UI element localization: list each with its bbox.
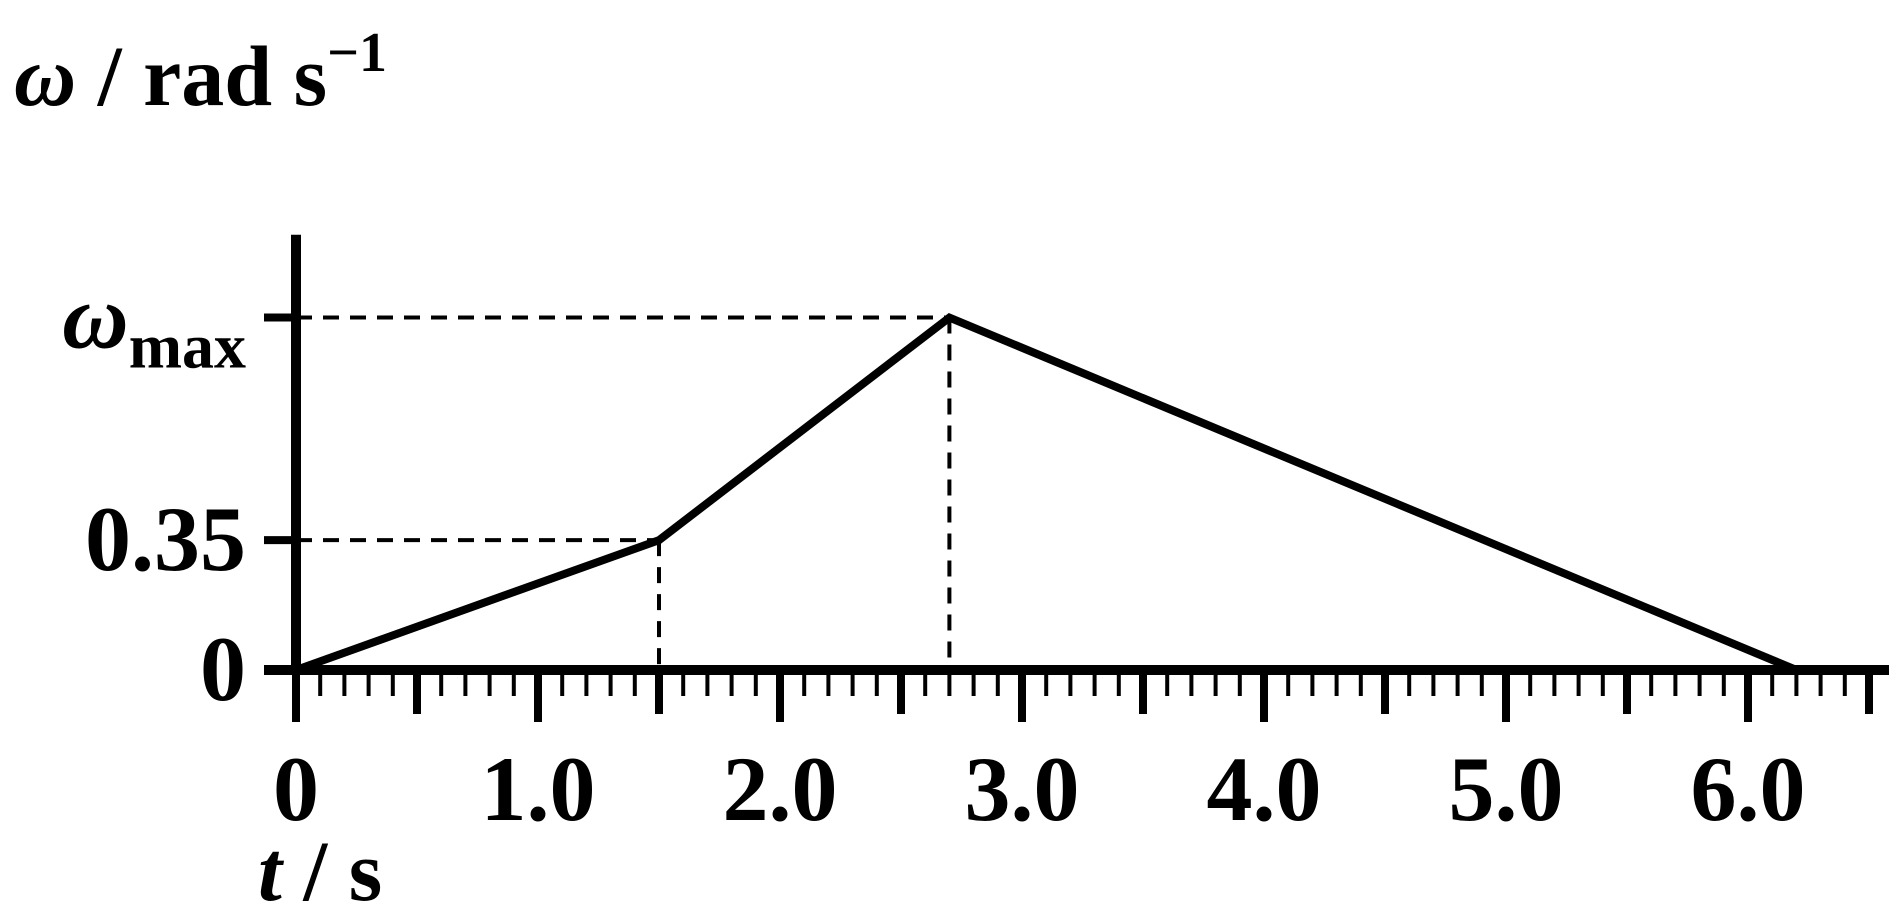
y-axis-ticks: 0 0.35 ωmax [62, 266, 296, 720]
y-axis-unit: / rad s [76, 28, 327, 124]
y-tick-label: 0 [200, 618, 246, 720]
x-tick-label: 5.0 [1449, 738, 1564, 840]
x-tick-label: 4.0 [1207, 738, 1322, 840]
y-tick-label: 0.35 [85, 488, 246, 590]
x-tick-label: 2.0 [723, 738, 838, 840]
y-tick-label: ωmax [62, 266, 246, 382]
y-axis-label: ω / rad s−1 [14, 22, 387, 124]
y-tick-symbol: ω [62, 266, 129, 368]
series-group [294, 312, 1798, 674]
x-tick-label: 6.0 [1691, 738, 1806, 840]
y-tick-subscript: max [129, 311, 246, 382]
x-axis-symbol: t [258, 823, 285, 915]
guide-lines [296, 315, 952, 670]
series-line [294, 312, 1798, 674]
x-tick-label: 3.0 [965, 738, 1080, 840]
x-axis-unit: / s [282, 823, 382, 915]
x-tick-label: 0 [273, 738, 319, 840]
x-axis-ticks: 0 1.0 2.0 3.0 4.0 5.0 6.0 [273, 670, 1873, 840]
x-tick-label: 1.0 [481, 738, 596, 840]
y-axis-symbol: ω [14, 28, 76, 124]
x-axis-label: t / s [258, 823, 382, 915]
y-axis-unit-exponent: −1 [327, 22, 387, 84]
